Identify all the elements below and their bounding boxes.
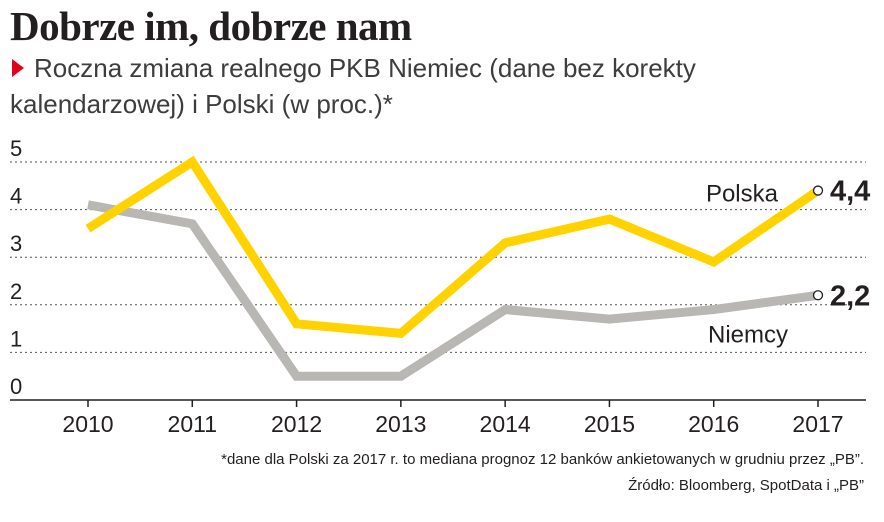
series-label-niemcy: Niemcy bbox=[708, 321, 788, 348]
x-tick-label: 2012 bbox=[271, 411, 322, 437]
x-tick-label: 2013 bbox=[375, 411, 426, 437]
triangle-marker-icon bbox=[12, 59, 24, 78]
y-axis-ticks: 0 1 2 3 4 5 bbox=[10, 136, 22, 399]
chart-subtitle: Roczna zmiana realnego PKB Niemiec (dane… bbox=[10, 50, 870, 122]
series-label-polska: Polska bbox=[706, 181, 779, 208]
end-point-polska bbox=[812, 185, 824, 196]
end-value-label: 4,4 bbox=[830, 176, 870, 208]
y-tick-label: 2 bbox=[10, 279, 22, 304]
x-tick-label: 2014 bbox=[480, 411, 531, 437]
subtitle-text: Roczna zmiana realnego PKB Niemiec (dane… bbox=[10, 53, 696, 119]
footnote: *dane dla Polski za 2017 r. to mediana p… bbox=[221, 451, 864, 468]
x-tick-label: 2017 bbox=[792, 411, 843, 437]
series-lines: 4,4 Polska 2,2 Niemcy bbox=[85, 155, 870, 381]
end-value-label: 2,2 bbox=[830, 280, 870, 312]
x-tick-label: 2015 bbox=[584, 411, 635, 437]
series-line-niemcy bbox=[87, 200, 819, 381]
y-tick-label: 5 bbox=[10, 136, 22, 161]
x-tick-label: 2016 bbox=[688, 411, 739, 437]
y-tick-label: 1 bbox=[10, 326, 22, 351]
series-line-polska bbox=[85, 155, 821, 339]
x-tick-label: 2010 bbox=[62, 411, 113, 437]
y-tick-label: 4 bbox=[10, 184, 22, 209]
chart-title: Dobrze im, dobrze nam bbox=[10, 3, 412, 49]
y-tick-label: 3 bbox=[10, 231, 22, 256]
y-tick-label: 0 bbox=[10, 374, 22, 399]
x-tick-label: 2011 bbox=[168, 411, 217, 437]
source-note: Źródło: Bloomberg, SpotData i „PB” bbox=[628, 477, 864, 494]
end-point-niemcy bbox=[812, 290, 824, 301]
x-axis-ticks: 2010 2011 2012 2013 2014 2015 2016 2017 bbox=[62, 400, 844, 437]
